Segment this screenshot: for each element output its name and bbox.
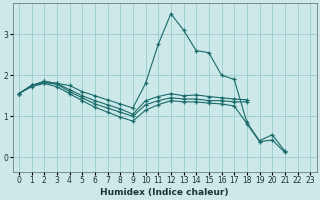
X-axis label: Humidex (Indice chaleur): Humidex (Indice chaleur) (100, 188, 229, 197)
